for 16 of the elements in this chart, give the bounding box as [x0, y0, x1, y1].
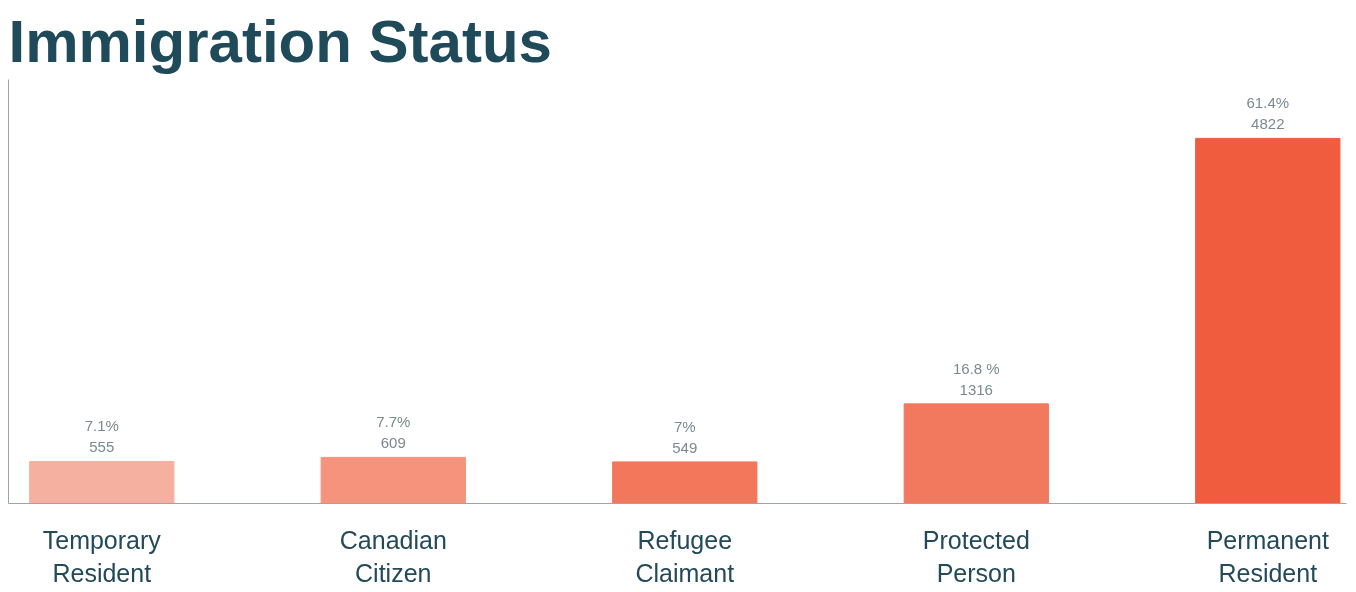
bar [612, 461, 758, 504]
data-label: 16.8 % 1316 [952, 359, 1000, 398]
data-label: 61.4% 4822 [1246, 94, 1290, 133]
data-label: 7.1% 555 [84, 417, 119, 456]
bar [320, 456, 466, 504]
x-tick-label: Canadian Citizen [339, 525, 447, 588]
chart-title: Immigration Status [8, 7, 552, 75]
bar [1195, 137, 1341, 504]
data-label: 7.7% 609 [376, 413, 411, 452]
x-tick-label: Protected Person [922, 525, 1030, 588]
x-tick-label: Refugee Claimant [635, 525, 735, 588]
bar [903, 403, 1049, 504]
bar [29, 460, 175, 504]
x-tick-label: Temporary Resident [42, 525, 162, 588]
x-tick-label: Permanent Resident [1206, 525, 1329, 588]
data-label: 7% 549 [672, 417, 698, 456]
